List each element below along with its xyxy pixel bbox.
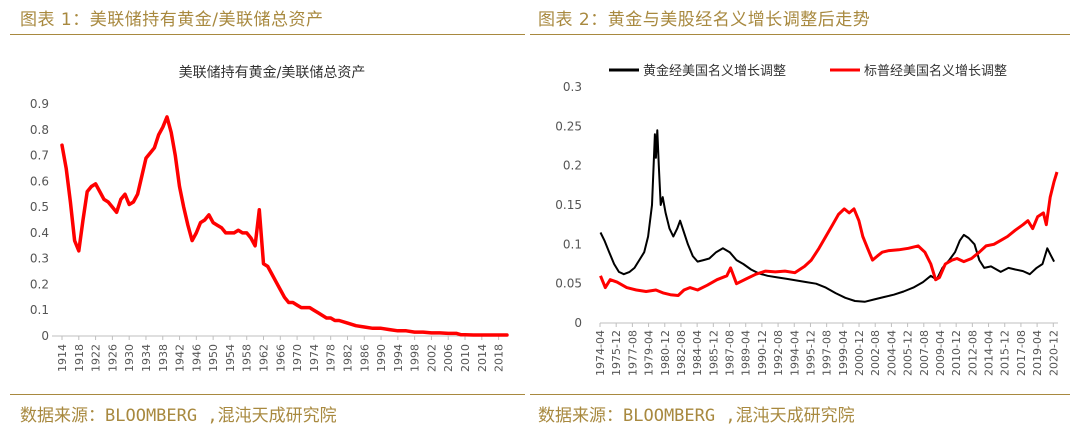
chart-2-x-tick-label: 2019-04 xyxy=(1031,330,1044,376)
chart-1-x-tick-label: 1958 xyxy=(241,344,254,372)
chart-2-y-tick-label: 0.25 xyxy=(555,119,582,133)
chart-2-y-tick-label: 0.3 xyxy=(563,80,582,94)
chart-1-x-tick-label: 1914 xyxy=(56,344,69,372)
chart-1-x-tick-label: 1994 xyxy=(392,344,405,372)
chart-2-y-tick-label: 0.05 xyxy=(555,277,582,291)
chart-2-legend-label: 黄金经美国名义增长调整 xyxy=(643,63,786,79)
chart-2-y-tick-label: 0.15 xyxy=(555,198,582,212)
chart-1-x-tick-label: 1966 xyxy=(274,344,287,372)
chart-2-x-tick-label: 1985-12 xyxy=(707,330,720,376)
chart-2-x-tick-label: 1977-08 xyxy=(626,330,639,376)
chart-1-x-tick-label: 1962 xyxy=(258,344,271,372)
chart-2-x-tick-label: 2007-08 xyxy=(918,330,931,376)
chart-1-x-tick-label: 1990 xyxy=(375,344,388,372)
chart-2-x-tick-label: 2005-12 xyxy=(902,330,915,376)
chart-2-y-tick-label: 0.2 xyxy=(563,159,582,173)
chart-2-x-tick-label: 1974-04 xyxy=(594,330,607,376)
chart-2-x-tick-label: 2009-04 xyxy=(934,330,947,376)
chart-2-x-tick-label: 2000-12 xyxy=(853,330,866,376)
chart-1-x-tick-label: 1970 xyxy=(291,344,304,372)
chart-2-x-tick-label: 1990-12 xyxy=(756,330,769,376)
chart-2-x-tick-label: 2015-12 xyxy=(999,330,1012,376)
chart-1-x-tick-label: 1918 xyxy=(73,344,86,372)
figure-1-rule xyxy=(10,34,525,35)
figure-1-source: 数据来源：BLOOMBERG ,混沌天成研究院 xyxy=(20,406,337,426)
chart-1-x-tick-label: 1922 xyxy=(90,344,103,372)
chart-2-y-tick-label: 0 xyxy=(574,316,582,330)
figure-1-bottom-rule xyxy=(10,394,525,395)
chart-1-series-line xyxy=(60,115,509,337)
chart-2-x-tick-label: 1987-08 xyxy=(724,330,737,376)
chart-1-x-tick-label: 1946 xyxy=(190,344,203,372)
chart-1-x-tick-label: 1982 xyxy=(341,344,354,372)
chart-1-y-tick-label: 0.9 xyxy=(30,97,49,111)
chart-1-x-tick-label: 2002 xyxy=(425,344,438,372)
chart-1-x-tick-label: 2006 xyxy=(442,344,455,372)
chart-1-x-tick-label: 1978 xyxy=(325,344,338,372)
chart-2-x-tick-label: 1989-04 xyxy=(740,330,753,376)
chart-2-legend-label: 标普经美国名义增长调整 xyxy=(864,63,1007,79)
chart-2-x-tick-label: 2020-12 xyxy=(1047,330,1060,376)
chart-2-x-tick-label: 2010-12 xyxy=(950,330,963,376)
chart-1-x-tick-label: 1934 xyxy=(140,344,153,372)
chart-2-x-tick-label: 1995-12 xyxy=(804,330,817,376)
chart-1-y-tick-label: 0 xyxy=(41,329,49,343)
chart-2-x-tick-label: 1980-12 xyxy=(659,330,672,376)
chart-2-series-line xyxy=(599,171,1059,297)
chart-1-y-tick-label: 0.5 xyxy=(30,200,49,214)
chart-2-x-tick-label: 2012-08 xyxy=(966,330,979,376)
chart-2-y-tick-label: 0.1 xyxy=(563,237,582,251)
figure-2-source: 数据来源：BLOOMBERG ,混沌天成研究院 xyxy=(538,406,855,426)
chart-1-y-tick-label: 0.1 xyxy=(30,303,49,317)
chart-2-series-line xyxy=(599,129,1055,303)
chart-1-y-tick-label: 0.7 xyxy=(30,149,49,163)
chart-1-x-tick-label: 1926 xyxy=(106,344,119,372)
chart-1-x-tick-label: 1950 xyxy=(207,344,220,372)
chart-2-x-tick-label: 1982-08 xyxy=(675,330,688,376)
chart-1-x-tick-label: 1930 xyxy=(123,344,136,372)
chart-2-x-tick-label: 2014-04 xyxy=(983,330,996,376)
chart-1-x-tick-label: 2018 xyxy=(493,344,506,372)
chart-1-x-tick-label: 1986 xyxy=(358,344,371,372)
chart-1-x-tick-label: 2014 xyxy=(476,344,489,372)
chart-1-y-tick-label: 0.3 xyxy=(30,252,49,266)
chart-1-x-tick-label: 1954 xyxy=(224,344,237,372)
chart-1-y-tick-label: 0.2 xyxy=(30,277,49,291)
chart-2-x-tick-label: 1975-12 xyxy=(610,330,623,376)
chart-2-x-tick-label: 1992-08 xyxy=(772,330,785,376)
chart-2-x-tick-label: 1997-08 xyxy=(821,330,834,376)
chart-2-x-tick-label: 2017-08 xyxy=(1015,330,1028,376)
figure-2-rule xyxy=(530,34,1070,35)
chart-2-x-tick-label: 2004-04 xyxy=(885,330,898,376)
chart-1-x-tick-label: 1938 xyxy=(157,344,170,372)
chart-2-x-tick-label: 2002-08 xyxy=(869,330,882,376)
figure-2-bottom-rule xyxy=(530,394,1070,395)
chart-1-x-tick-label: 2010 xyxy=(459,344,472,372)
chart-1-y-tick-label: 0.6 xyxy=(30,174,49,188)
chart-1-x-tick-label: 1974 xyxy=(308,344,321,372)
figure-1-title: 图表 1：美联储持有黄金/美联储总资产 xyxy=(20,10,324,30)
chart-2-x-tick-label: 1979-04 xyxy=(643,330,656,376)
chart-1-title: 美联储持有黄金/美联储总资产 xyxy=(179,64,366,81)
chart-1-x-tick-label: 1942 xyxy=(174,344,187,372)
figure-2-title: 图表 2：黄金与美股经名义增长调整后走势 xyxy=(538,10,871,30)
chart-2-x-tick-label: 1994-04 xyxy=(788,330,801,376)
chart-1-x-tick-label: 1998 xyxy=(409,344,422,372)
chart-1-y-tick-label: 0.4 xyxy=(30,226,49,240)
chart-2-x-tick-label: 1984-04 xyxy=(691,330,704,376)
chart-2-x-tick-label: 1999-04 xyxy=(837,330,850,376)
chart-1-y-tick-label: 0.8 xyxy=(30,123,49,137)
